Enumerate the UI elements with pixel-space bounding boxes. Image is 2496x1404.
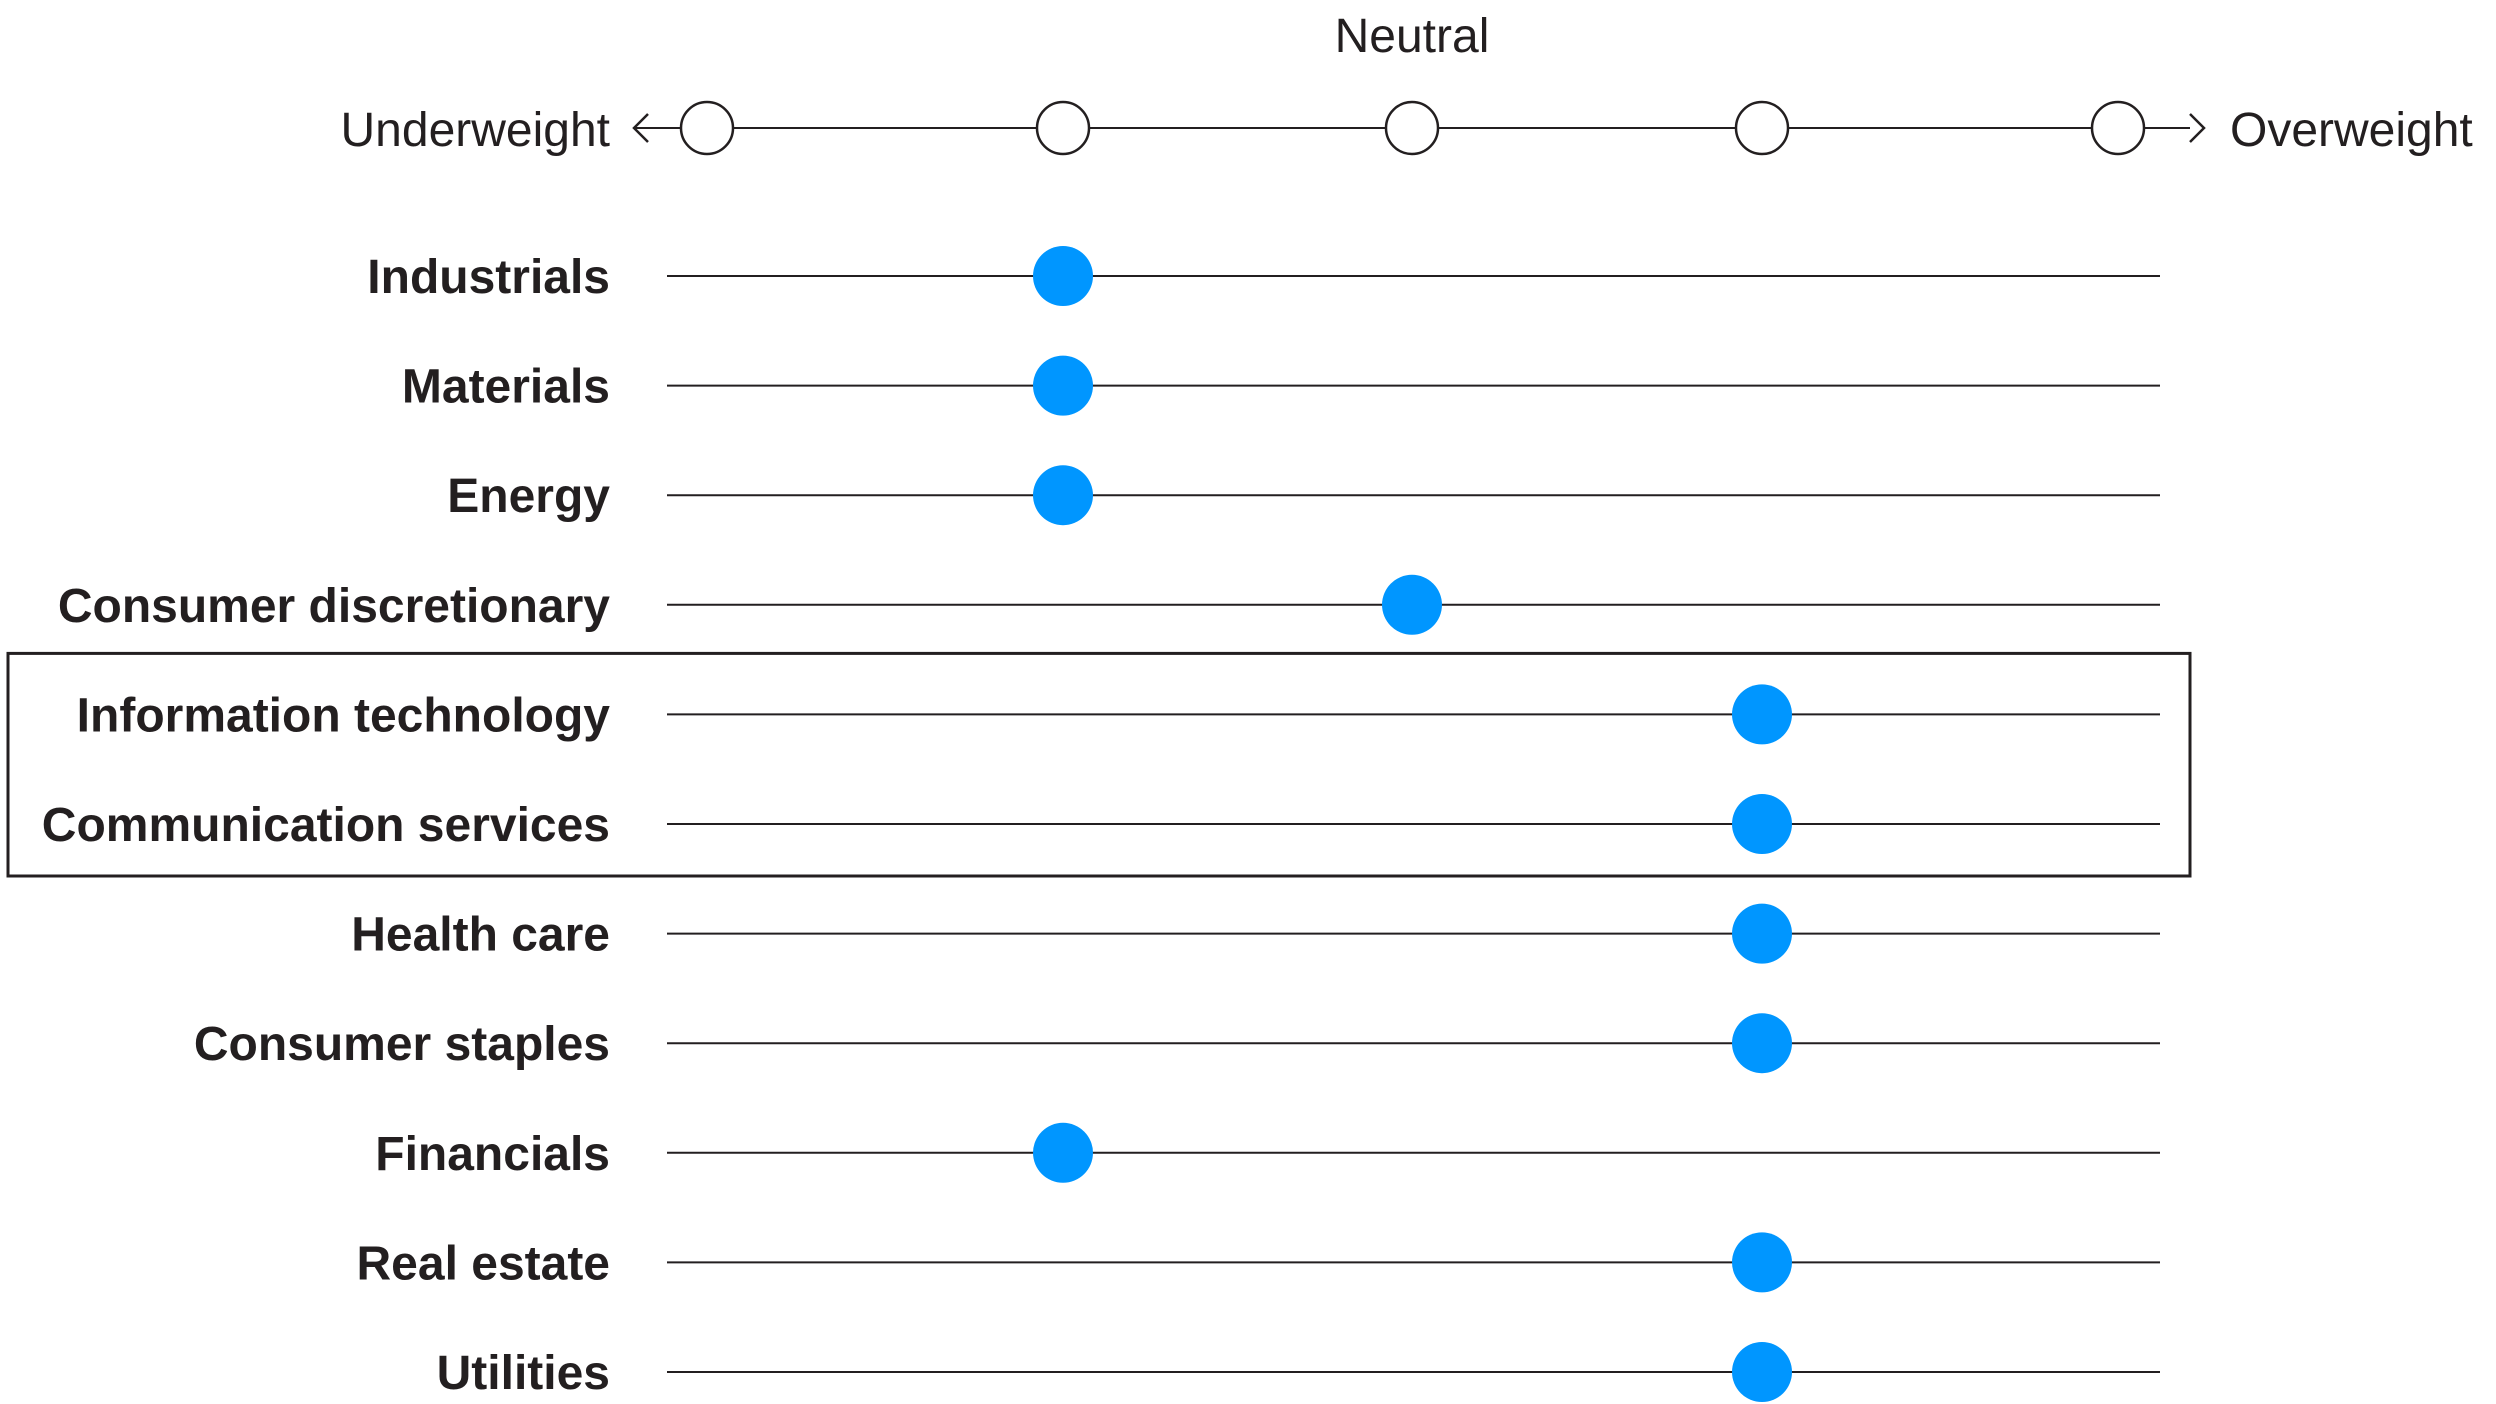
row-communication-services: Communication services	[42, 794, 2160, 854]
row-real-estate: Real estate	[357, 1232, 2160, 1293]
position-marker-financials	[1033, 1122, 1093, 1183]
row-materials: Materials	[402, 355, 2160, 416]
row-label-consumer-staples: Consumer staples	[194, 1018, 610, 1071]
row-utilities: Utilities	[437, 1342, 2160, 1402]
underweight-label: Underweight	[341, 104, 610, 157]
position-marker-information-technology	[1732, 684, 1792, 745]
neutral-label: Neutral	[1335, 10, 1490, 63]
row-health-care: Health care	[351, 903, 2160, 964]
row-industrials: Industrials	[367, 246, 2160, 306]
row-label-health-care: Health care	[351, 909, 610, 962]
row-energy: Energy	[447, 465, 2160, 526]
overweight-label: Overweight	[2230, 104, 2473, 157]
row-label-industrials: Industrials	[367, 251, 610, 304]
position-marker-utilities	[1732, 1342, 1792, 1402]
sector-rows: Industrials Materials Energy Consumer discr…	[6, 246, 2192, 1402]
row-label-real-estate: Real estate	[357, 1237, 610, 1290]
row-label-financials: Financials	[375, 1128, 610, 1181]
row-label-utilities: Utilities	[437, 1347, 610, 1400]
position-marker-health-care	[1732, 903, 1792, 964]
scale-level-3-marker	[1384, 100, 1440, 156]
scale-level-4-marker	[1734, 100, 1790, 156]
position-marker-communication-services	[1732, 794, 1792, 854]
position-marker-energy	[1033, 465, 1093, 526]
scale-level-5-marker	[2090, 100, 2146, 156]
highlight-box	[6, 651, 2192, 878]
row-label-materials: Materials	[402, 361, 610, 414]
row-label-energy: Energy	[447, 470, 610, 523]
row-financials: Financials	[375, 1122, 2160, 1183]
scale-level-2-marker	[1035, 100, 1091, 156]
position-marker-real-estate	[1732, 1232, 1792, 1293]
row-consumer-discretionary: Consumer discretionary	[58, 574, 2160, 635]
scale-level-1-marker	[679, 100, 735, 156]
position-marker-industrials	[1033, 246, 1093, 306]
row-label-communication-services: Communication services	[42, 799, 610, 852]
row-label-consumer-discretionary: Consumer discretionary	[58, 580, 610, 633]
left-arrow-icon	[632, 113, 649, 143]
position-marker-consumer-staples	[1732, 1013, 1792, 1074]
positioning-scale: Neutral Underweight Overweight	[341, 10, 2473, 157]
right-arrow-icon	[2189, 113, 2206, 143]
row-information-technology: Information technology	[77, 684, 2160, 745]
position-marker-materials	[1033, 355, 1093, 416]
row-label-information-technology: Information technology	[77, 689, 611, 742]
position-marker-consumer-discretionary	[1382, 574, 1442, 635]
row-consumer-staples: Consumer staples	[194, 1013, 2160, 1074]
